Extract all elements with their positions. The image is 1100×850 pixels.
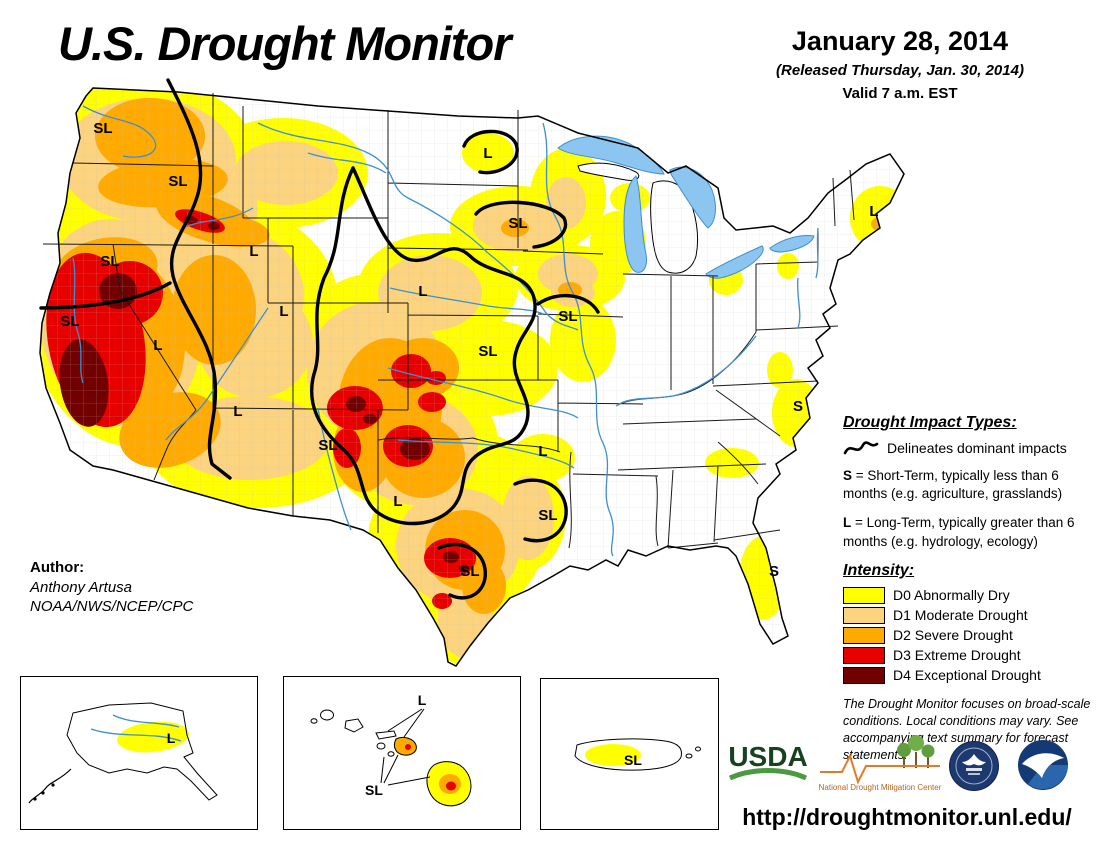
delineates-text: Delineates dominant impacts	[887, 440, 1067, 456]
hawaii-inset: L SL	[283, 676, 521, 830]
footer-url: http://droughtmonitor.unl.edu/	[742, 804, 1072, 830]
lake-superior	[557, 135, 665, 175]
rivers	[72, 105, 819, 557]
impact-label-sl: SL	[100, 253, 119, 270]
legend-row-d1: D1 Moderate Drought	[843, 606, 1099, 624]
great-lakes	[557, 135, 815, 279]
legend-row-d3: D3 Extreme Drought	[843, 646, 1099, 664]
date-block: January 28, 2014 (Released Thursday, Jan…	[735, 26, 1065, 102]
impact-label-l: L	[869, 203, 878, 220]
usda-swoosh	[728, 768, 808, 781]
impact-label-sl: SL	[168, 173, 187, 190]
lake-ontario	[769, 235, 815, 253]
legend: Drought Impact Types: Delineates dominan…	[843, 414, 1099, 763]
us-outline	[39, 87, 905, 667]
impact-label-sl: SL	[318, 437, 337, 454]
puerto-rico-impact-label: SL	[624, 752, 642, 768]
impact-label-l: L	[538, 443, 547, 460]
d3-swatch	[843, 646, 885, 664]
impact-label-l: L	[233, 403, 242, 420]
usda-logo: USDA	[724, 736, 812, 795]
impact-label-l: L	[393, 493, 402, 510]
impact-label-sl: SL	[478, 343, 497, 360]
hawaii-shortlong-label: SL	[365, 782, 383, 798]
author-block: Author: Anthony Artusa NOAA/NWS/NCEP/CPC	[30, 558, 193, 617]
impact-label-sl: SL	[460, 563, 479, 580]
gull-icon	[1022, 753, 1064, 778]
impact-label-l: L	[418, 283, 427, 300]
impact-label-sl: SL	[508, 215, 527, 232]
short-term-definition: S = Short-Term, typically less than 6 mo…	[843, 468, 1063, 502]
d3-label: D3 Extreme Drought	[893, 647, 1021, 664]
d2-swatch	[843, 626, 885, 644]
ndmc-logo: National Drought Mitigation Center	[816, 726, 944, 801]
long-term-definition: L = Long-Term, typically greater than 6 …	[843, 515, 1075, 549]
usda-text: USDA	[728, 741, 807, 772]
impact-label-sl: SL	[558, 308, 577, 325]
drought-note: The Drought Monitor focuses on broad-sca…	[843, 696, 1091, 762]
impact-squiggle-icon	[843, 441, 879, 455]
impact-contours	[39, 78, 600, 600]
intensity-legend-title: Intensity:	[843, 561, 915, 579]
puerto-rico-inset: SL	[540, 678, 719, 830]
author-name: Anthony Artusa	[30, 578, 133, 596]
tree-icon	[921, 744, 935, 758]
noaa-logo	[1016, 738, 1070, 797]
impact-label-s: S	[769, 563, 779, 580]
alaska-inset: L	[20, 676, 258, 830]
drought-pulse-line	[820, 753, 940, 785]
d4-swatch	[843, 666, 885, 684]
d0-swatch	[843, 586, 885, 604]
impact-label-l: L	[249, 243, 258, 260]
author-label: Author:	[30, 559, 85, 576]
author-org: NOAA/NWS/NCEP/CPC	[30, 598, 194, 615]
d0-label: D0 Abnormally Dry	[893, 587, 1010, 604]
d4-label: D4 Exceptional Drought	[893, 667, 1041, 684]
hawaii-long-term-label: L	[418, 692, 427, 708]
legend-row-d2: D2 Severe Drought	[843, 626, 1099, 644]
impact-label-sl: SL	[60, 313, 79, 330]
d1-swatch	[843, 606, 885, 624]
impact-label-sl: SL	[93, 120, 112, 137]
legend-row-d4: D4 Exceptional Drought	[843, 666, 1099, 684]
impact-legend-title: Drought Impact Types:	[843, 414, 1017, 431]
released-date: (Released Thursday, Jan. 30, 2014)	[776, 62, 1024, 79]
impact-label-l: L	[153, 337, 162, 354]
map-date: January 28, 2014	[791, 26, 1009, 56]
d1-label: D1 Moderate Drought	[893, 607, 1028, 624]
alaska-impact-label: L	[167, 730, 176, 746]
ndmc-text: National Drought Mitigation Center	[819, 783, 942, 792]
d2-label: D2 Severe Drought	[893, 627, 1013, 644]
impact-label-l: L	[279, 303, 288, 320]
tree-icon	[897, 743, 911, 757]
eagle-icon	[962, 754, 986, 766]
valid-time: Valid 7 a.m. EST	[842, 85, 958, 102]
state-borders	[42, 93, 855, 549]
page-title: U.S. Drought Monitor	[58, 17, 512, 70]
commerce-seal	[948, 740, 1000, 797]
impact-label-s: S	[793, 398, 803, 415]
impact-label-l: L	[483, 145, 492, 162]
lake-erie	[705, 245, 764, 279]
impact-label-sl: SL	[538, 507, 557, 524]
lake-michigan	[623, 175, 647, 273]
legend-row-d0: D0 Abnormally Dry	[843, 586, 1099, 604]
tree-icon	[908, 735, 924, 751]
